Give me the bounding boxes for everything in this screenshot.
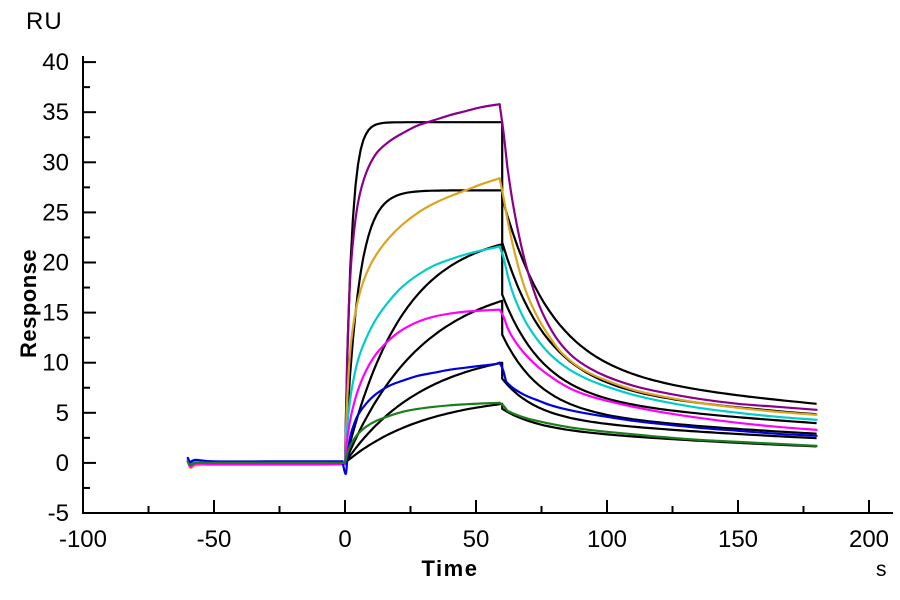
y-tick-label: 20 — [42, 250, 69, 277]
curve-segment — [343, 245, 501, 463]
x-axis-unit-label: s — [876, 558, 887, 581]
y-tick-label: -5 — [48, 500, 69, 527]
x-tick-label: -50 — [197, 526, 232, 553]
curve-segment — [341, 361, 501, 476]
curve-segment — [343, 177, 501, 466]
curve-segment — [343, 103, 501, 465]
y-tick-label: 25 — [42, 199, 69, 226]
data-15.3RU-curve — [186, 308, 818, 469]
data-6.0RU-curve — [186, 401, 818, 466]
curve-segment — [498, 401, 509, 412]
curve-segment — [498, 308, 509, 329]
x-tick-label: 50 — [463, 526, 490, 553]
curve-segment — [498, 245, 509, 276]
y-tick-label: 40 — [42, 49, 69, 76]
fit-5-curve — [187, 361, 817, 464]
y-axis-title: Response — [16, 248, 41, 358]
curve-segment — [498, 103, 509, 169]
curve-segment — [498, 177, 509, 221]
curve-segment — [186, 456, 344, 464]
curve-segment — [506, 326, 818, 431]
curve-segment — [498, 361, 508, 383]
curve-segment — [505, 380, 818, 437]
curve-segment — [506, 166, 818, 411]
x-tick-label: -100 — [59, 526, 107, 553]
fit-3-curve — [187, 243, 817, 464]
curve-segment — [506, 273, 818, 421]
curve-segment — [186, 459, 347, 469]
y-axis-unit-label: RU — [26, 8, 63, 35]
data-10.0RU-curve — [186, 361, 818, 476]
x-tick-label: 0 — [338, 526, 351, 553]
curve-segment — [343, 401, 501, 464]
curve-segment — [506, 409, 818, 447]
y-tick-label: 35 — [42, 99, 69, 126]
y-tick-label: 5 — [56, 400, 69, 427]
curve-segment — [506, 218, 818, 416]
fit-1-curve — [187, 121, 817, 464]
y-tick-label: 0 — [56, 450, 69, 477]
y-tick-label: 30 — [42, 149, 69, 176]
data-curves — [186, 103, 818, 476]
x-tick-label: 200 — [849, 526, 889, 553]
fit-4-curve — [187, 299, 817, 464]
x-tick-label: 100 — [587, 526, 627, 553]
x-axis-title: Time — [421, 556, 479, 581]
y-tick-label: 15 — [42, 300, 69, 327]
curve-segment — [186, 460, 347, 466]
curve-segment — [343, 308, 501, 465]
y-tick-label: 10 — [42, 350, 69, 377]
x-tick-label: 150 — [718, 526, 758, 553]
